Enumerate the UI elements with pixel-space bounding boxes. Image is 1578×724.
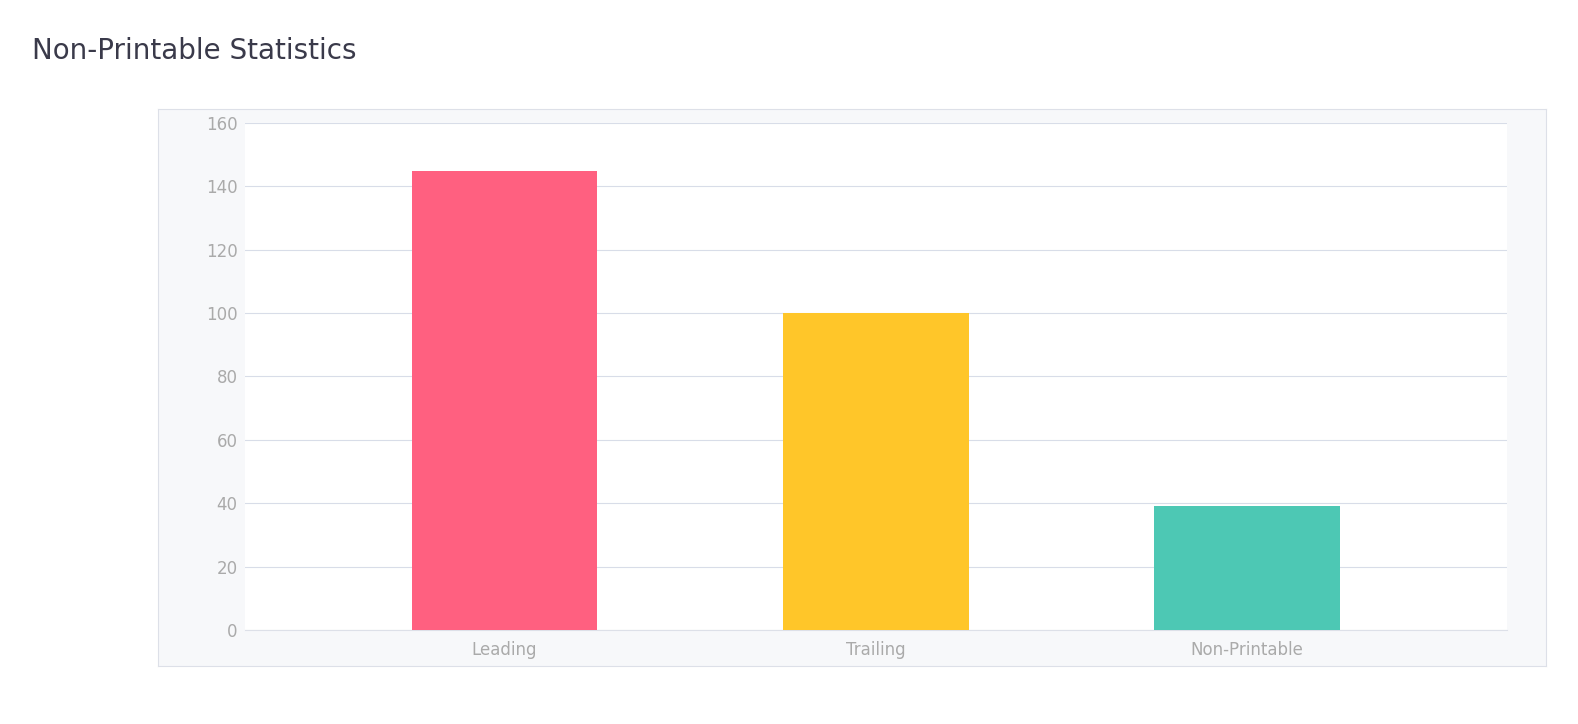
Bar [412,171,598,630]
Bar [1154,506,1340,630]
Bar [783,313,969,630]
Text: Non-Printable Statistics: Non-Printable Statistics [32,37,357,65]
